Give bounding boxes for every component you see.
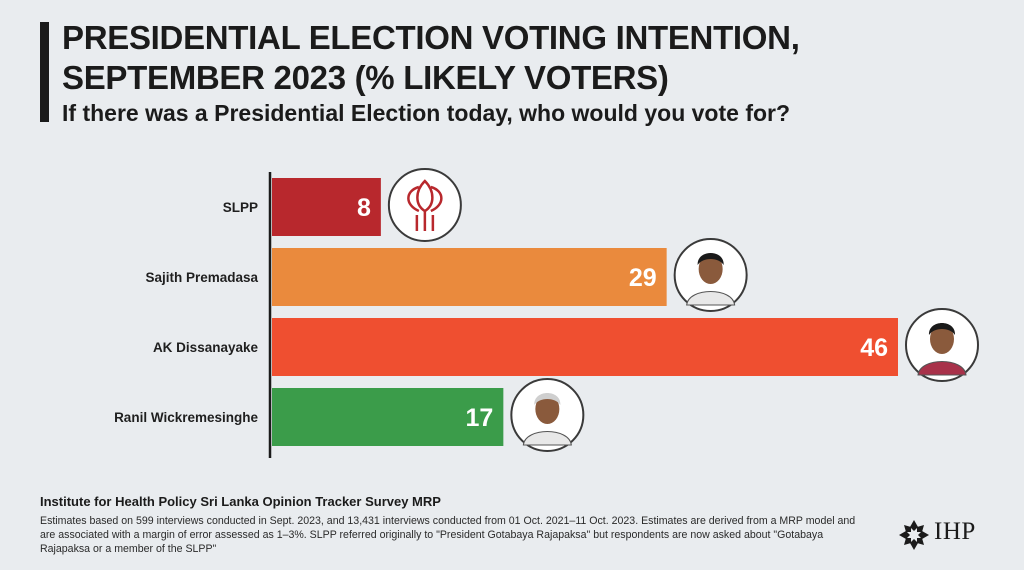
category-label: Sajith Premadasa xyxy=(145,270,258,285)
title-accent-bar xyxy=(40,22,49,122)
ihp-logo-text: IHP xyxy=(934,518,976,545)
category-label: AK Dissanayake xyxy=(153,340,259,355)
bar-value-label: 17 xyxy=(466,404,494,432)
source-title: Institute for Health Policy Sri Lanka Op… xyxy=(40,494,441,509)
candidate-photo-icon xyxy=(673,238,748,312)
bar-row: SLPP 8 xyxy=(223,168,462,242)
chart-subtitle: If there was a Presidential Election tod… xyxy=(62,100,791,126)
candidate-photo-icon xyxy=(905,308,979,382)
category-label: Ranil Wickremesinghe xyxy=(114,410,258,425)
bar-chart: SLPP 8 Sajith Premadasa 29 AK Dissanayake 46 R… xyxy=(114,168,979,458)
title-line-1: PRESIDENTIAL ELECTION VOTING INTENTION, xyxy=(62,19,800,56)
category-label: SLPP xyxy=(223,200,258,215)
slpp-lotus-icon xyxy=(387,168,462,242)
candidate-photo-icon xyxy=(510,378,585,452)
bar-row: Sajith Premadasa 29 xyxy=(145,238,748,312)
ihp-logo: IHP xyxy=(898,516,1008,556)
bar xyxy=(272,178,381,236)
bar-row: AK Dissanayake 46 xyxy=(153,308,979,382)
bar xyxy=(272,388,504,446)
chart-title: PRESIDENTIAL ELECTION VOTING INTENTION, … xyxy=(62,18,800,98)
ihp-logo-mark-icon xyxy=(899,520,929,550)
bar-value-label: 29 xyxy=(629,264,657,292)
title-line-2: SEPTEMBER 2023 (% LIKELY VOTERS) xyxy=(62,59,669,96)
bar xyxy=(272,248,667,306)
bar xyxy=(272,318,898,376)
bar-row: Ranil Wickremesinghe 17 xyxy=(114,378,585,452)
bar-value-label: 46 xyxy=(860,334,888,362)
source-note: Estimates based on 599 interviews conduc… xyxy=(40,515,856,555)
bar-value-label: 8 xyxy=(357,194,371,222)
